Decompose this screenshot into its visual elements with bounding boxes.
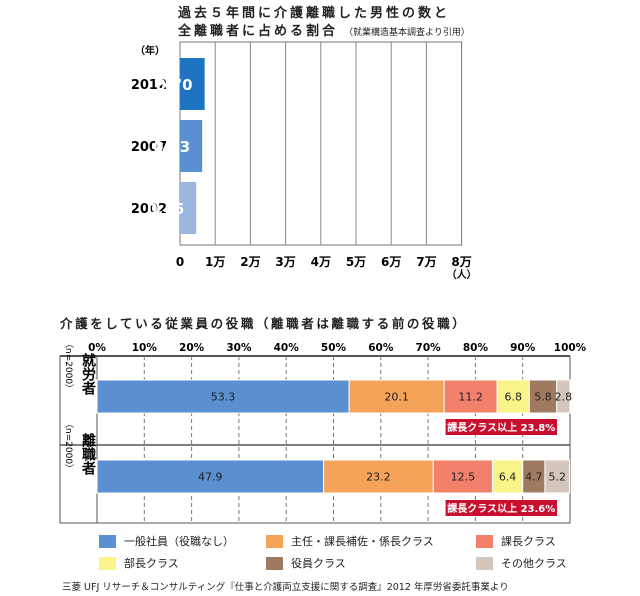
chart2-x-tick: 20% [179, 342, 205, 354]
legend-item: 主任・課長補佐・係長クラス [266, 533, 434, 549]
chart2-segment [443, 379, 498, 414]
chart2-group-label: 離職者 [80, 432, 96, 475]
chart2-segment-label: 11.2 [458, 391, 483, 404]
chart1-bar-2002 [180, 182, 197, 234]
chart1-category-2007: 2007 [131, 140, 167, 155]
legend-item: 役員クラス [266, 555, 346, 571]
chart1-category-2002: 2002 [131, 202, 167, 217]
chart1-title-line2: 全離職者に占める割合 （就業構造基本調査より引用） [178, 20, 470, 39]
chart2-x-tick: 50% [321, 342, 347, 354]
legend-item: 部長クラス [99, 555, 179, 571]
chart1-x-tick: 4万 [311, 255, 331, 269]
chart2-segment-label: 53.3 [211, 391, 236, 404]
legend-item: その他クラス [476, 555, 567, 571]
chart2-x-tick: 80% [463, 342, 489, 354]
chart2-segment-label: 47.9 [198, 471, 223, 484]
chart2-title: 介護をしている従業員の役職（離職者は離職する前の役職） [60, 313, 467, 332]
chart2-segment-label: 5.8 [534, 391, 552, 404]
chart2-segment-label: 5.2 [548, 471, 566, 484]
chart1-x-tick: 7万 [416, 255, 436, 269]
chart2-x-tick: 30% [226, 342, 252, 354]
chart2-group-n: （n=2000） [63, 339, 74, 393]
chart2-segment [496, 379, 530, 414]
chart2-segment-label: 12.5 [451, 471, 476, 484]
chart2-group-n: （n=2000） [63, 419, 74, 473]
legend-swatch [266, 534, 283, 548]
chart2-segment-label: 23.2 [366, 471, 391, 484]
chart2-segment-label: 6.4 [499, 471, 517, 484]
chart2-title-text: 介護をしている従業員の役職（離職者は離職する前の役職） [60, 316, 468, 331]
legend-item: 一般社員（役職なし） [99, 533, 234, 549]
legend-swatch [99, 534, 116, 548]
chart2-segment-label: 2.8 [555, 391, 573, 404]
chart2-segment-label: 4.7 [525, 471, 543, 484]
chart1-x-tick: 6万 [381, 255, 401, 269]
chart1-bar-2012 [180, 58, 205, 110]
chart1-value-2002: 0.46 [147, 200, 184, 218]
chart2-segment-label: 20.1 [384, 391, 409, 404]
chart2-segment [491, 459, 524, 494]
chart1-x-tick: 2万 [240, 255, 260, 269]
chart2-group-label: 就労者 [80, 352, 96, 395]
chart2-segment [544, 459, 571, 494]
legend-label: 一般社員（役職なし） [124, 535, 234, 548]
chart1-title-text-1: 過去５年間に介護離職した男性の数と [178, 6, 451, 21]
chart2-x-tick: 70% [416, 342, 442, 354]
legend-label: 主任・課長補佐・係長クラス [291, 535, 434, 548]
legend-swatch [476, 556, 493, 570]
chart2-segment [556, 379, 571, 414]
chart2-x-tick: 0% [88, 342, 106, 354]
chart2-bracket-badge [445, 500, 557, 516]
chart2-segment [96, 379, 350, 414]
chart1-bar-2007 [180, 120, 203, 172]
chart1-value-2007: 0.63 [153, 138, 190, 156]
chart1-x-tick: 8万 [451, 255, 471, 269]
legend-item: 課長クラス [476, 533, 556, 549]
chart2-x-tick: 10% [132, 342, 158, 354]
chart2-segment-label: 6.8 [504, 391, 522, 404]
chart2-segment [323, 459, 434, 494]
legend-swatch [266, 556, 283, 570]
chart2-segment [348, 379, 445, 414]
chart2-x-tick: 40% [274, 342, 300, 354]
legend-label: その他クラス [501, 557, 567, 570]
chart1-category-2012: 2012 [131, 78, 167, 93]
chart2-bracket-label: 課長クラス以上 23.8% [447, 421, 555, 434]
chart1-x-tick: 5万 [346, 255, 366, 269]
chart1-y-unit: （年） [135, 44, 165, 57]
chart1-note: （就業構造基本調査より引用） [344, 28, 470, 38]
chart2-x-tick: 90% [510, 342, 536, 354]
chart2-segment [528, 379, 558, 414]
chart1-x-tick: 3万 [275, 255, 295, 269]
chart1-title-line1: 過去５年間に介護離職した男性の数と [178, 2, 450, 21]
legend-swatch [99, 556, 116, 570]
chart2-segment [432, 459, 493, 494]
chart2-bracket-badge [445, 419, 557, 435]
legend-swatch [476, 534, 493, 548]
chart2-bracket-label: 課長クラス以上 23.6% [447, 502, 555, 515]
chart1-value-2012: 0.70 [156, 76, 193, 94]
chart2-x-tick: 60% [368, 342, 394, 354]
chart2-x-tick: 100% [554, 342, 587, 354]
legend-label: 部長クラス [124, 557, 179, 570]
chart1-x-unit: （人） [447, 268, 477, 281]
legend-label: 役員クラス [291, 557, 346, 570]
legend-label: 課長クラス [501, 535, 556, 548]
chart2-segment [96, 459, 325, 494]
chart1-x-tick: 1万 [205, 255, 225, 269]
chart1-x-tick: 0 [176, 255, 184, 269]
source-note: 三菱 UFJ リサーチ＆コンサルティング『仕事と介護両立支援に関する調査』201… [62, 582, 509, 593]
chart1-title-text-2: 全離職者に占める割合 [178, 24, 339, 39]
